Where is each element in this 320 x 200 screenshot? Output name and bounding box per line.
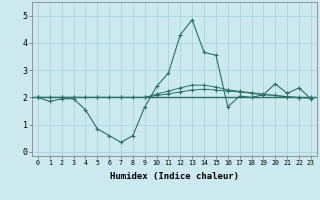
X-axis label: Humidex (Indice chaleur): Humidex (Indice chaleur): [110, 172, 239, 181]
